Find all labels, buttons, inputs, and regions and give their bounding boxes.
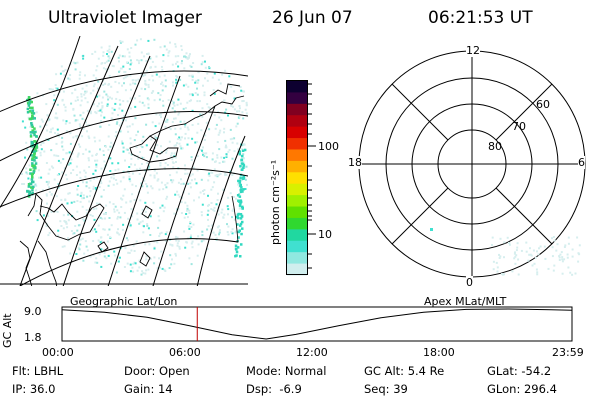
polar-diag [391, 187, 449, 245]
polar-label-0: 0 [466, 276, 473, 289]
colorbar-band [287, 103, 307, 116]
x-tick-1800: 18:00 [423, 346, 455, 359]
colorbar-band [287, 206, 307, 219]
altitude-plot-frame [61, 306, 573, 342]
geo-coords-label: Geographic Lat/Lon [70, 295, 178, 308]
status-seq: Seq: 39 [364, 382, 408, 396]
status-mode: Mode: Normal [246, 364, 327, 378]
x-tick-0000: 00:00 [42, 346, 74, 359]
status-glat: GLat: -54.2 [487, 364, 552, 378]
status-gc-alt: GC Alt: 5.4 Re [364, 364, 445, 378]
colorbar-band [287, 138, 307, 150]
header-time: 06:21:53 UT [428, 8, 533, 28]
colorbar-band [287, 115, 307, 128]
status-flt: Flt: LBHL [12, 364, 64, 378]
parallel-lines [0, 70, 248, 286]
polar-mlt-plot [358, 50, 586, 278]
polar-label-6: 6 [578, 156, 585, 169]
header-date: 26 Jun 07 [272, 8, 353, 28]
app-title: Ultraviolet Imager [48, 8, 202, 28]
x-tick-2359: 23:59 [552, 346, 584, 359]
altitude-series-line [61, 308, 573, 340]
colorbar-unit-label: photon cm⁻²s⁻¹ [269, 159, 282, 245]
colorbar-band [287, 229, 307, 242]
colorbar-band [287, 183, 307, 196]
intensity-colorbar [286, 80, 316, 276]
polar-label-18: 18 [348, 156, 362, 169]
status-gain: Gain: 14 [124, 382, 173, 396]
x-tick-0600: 06:00 [169, 346, 201, 359]
polar-emission-dots [430, 228, 581, 276]
colorbar-band [287, 81, 307, 93]
polar-diag [391, 83, 449, 141]
apex-coords-label: Apex MLat/MLT [424, 295, 507, 308]
polar-lat-70: 70 [512, 120, 526, 133]
colorbar-tick-100: 100 [318, 140, 339, 153]
aurora-emission-dots [20, 38, 248, 276]
colorbar-band [287, 92, 307, 105]
colorbar-band [287, 217, 307, 230]
x-tick-1200: 12:00 [296, 346, 328, 359]
polar-lat-60: 60 [536, 98, 550, 111]
y-tick-1-8: 1.8 [24, 331, 42, 344]
polar-lat-80: 80 [488, 140, 502, 153]
status-door: Door: Open [124, 364, 190, 378]
altitude-plot [61, 306, 573, 342]
colorbar-band [287, 160, 307, 173]
colorbar-bands [287, 81, 307, 276]
y-tick-9: 9.0 [24, 305, 42, 318]
meridian-lines [0, 36, 246, 286]
colorbar-band [287, 172, 307, 185]
polar-diag [495, 187, 553, 245]
status-dsp: Dsp: -6.9 [246, 382, 302, 396]
colorbar-ticks [308, 83, 316, 269]
colorbar-band [287, 149, 307, 162]
coastlines [19, 83, 245, 286]
status-glon: GLon: 296.4 [487, 382, 557, 396]
geographic-map [0, 36, 248, 286]
colorbar-band [287, 240, 307, 253]
colorbar-band [287, 195, 307, 208]
colorbar-tick-10: 10 [318, 228, 332, 241]
colorbar-band [287, 263, 307, 276]
colorbar-band [287, 126, 307, 139]
polar-label-12: 12 [466, 44, 480, 57]
status-ip: IP: 36.0 [12, 382, 56, 396]
polar-diag [495, 83, 553, 141]
colorbar-band [287, 252, 307, 265]
